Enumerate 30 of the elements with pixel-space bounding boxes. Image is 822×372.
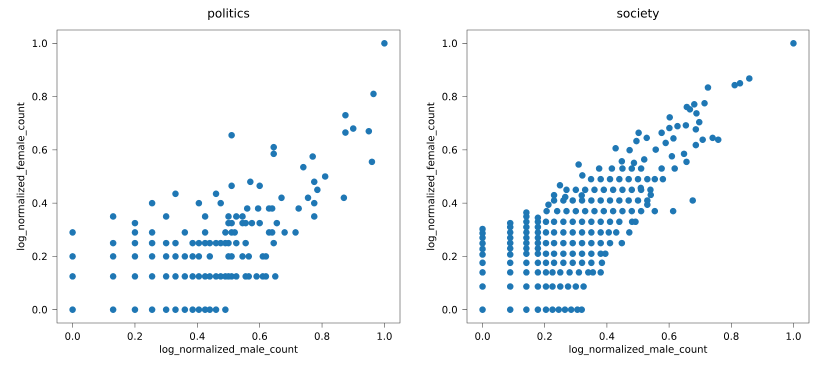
chart-title: society [617,8,660,20]
y-tick-label: 0.8 [442,92,457,100]
y-tick-label: 1.0 [442,40,457,48]
x-tick-label: 0.6 [662,332,676,340]
x-axis-title: log_normalized_male_count [570,345,708,356]
y-axis-title: log_normalized_female_count [426,102,437,250]
y-tick-label: 0.6 [32,146,47,154]
y-axis-title: log_normalized_female_count [16,102,27,250]
x-tick-label: 0.2 [537,332,552,340]
y-tick-label: 0.8 [32,92,47,100]
x-tick-label: 0.2 [128,332,142,340]
x-tick-label: 0.4 [190,332,205,340]
chart-title: politics [208,8,250,20]
y-tick-label: 0.0 [442,306,457,314]
x-tick-label: 1.0 [378,332,392,340]
x-tick-label: 0.8 [724,332,739,340]
x-tick-label: 0.0 [475,332,490,340]
y-tick-label: 0.0 [32,306,47,314]
y-tick-label: 0.4 [32,199,48,207]
x-tick-label: 0.4 [600,332,614,340]
x-tick-label: 0.0 [65,332,80,340]
x-tick-label: 0.6 [252,332,267,340]
x-tick-label: 1.0 [786,332,801,340]
y-tick-label: 0.6 [442,146,457,154]
y-tick-label: 0.2 [32,252,47,260]
x-tick-label: 0.8 [314,332,330,340]
y-tick-label: 0.4 [442,199,458,207]
y-tick-label: 1.0 [32,40,47,48]
x-axis-title: log_normalized_male_count [160,345,298,356]
y-tick-label: 0.2 [442,252,457,260]
